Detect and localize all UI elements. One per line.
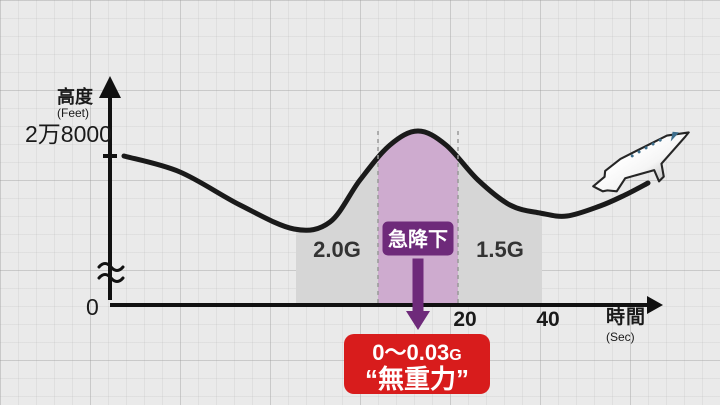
svg-text:0～0.03G: 0～0.03G [372, 340, 462, 365]
svg-text:1.5G: 1.5G [476, 237, 524, 262]
svg-text:(Feet): (Feet) [57, 106, 89, 120]
svg-text:(Sec): (Sec) [606, 330, 635, 344]
svg-text:20: 20 [453, 308, 476, 331]
svg-text:高度: 高度 [57, 86, 94, 107]
svg-text:急降下: 急降下 [388, 227, 448, 251]
svg-text:2万8000: 2万8000 [25, 121, 112, 147]
svg-text:2.0G: 2.0G [313, 237, 361, 262]
svg-text:“無重力”: “無重力” [365, 364, 469, 394]
svg-text:40: 40 [536, 308, 559, 331]
svg-text:時間: 時間 [606, 306, 646, 328]
svg-text:0: 0 [86, 294, 99, 320]
